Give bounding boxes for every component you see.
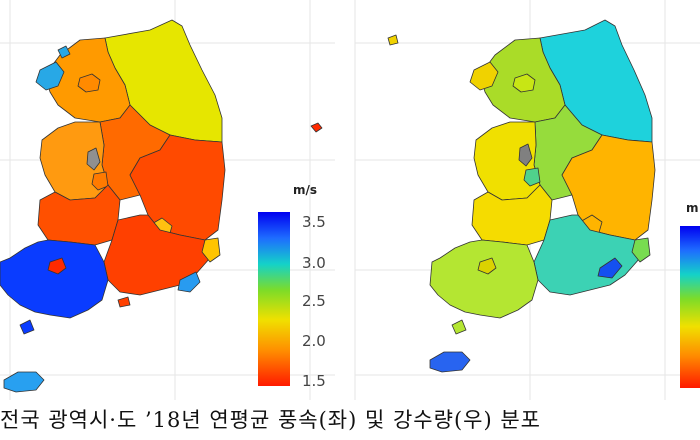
right-legend: m bbox=[680, 201, 700, 388]
left-map: m/s 3.5 3.0 2.5 2.0 1.5 bbox=[0, 0, 335, 400]
region-jeju bbox=[3, 371, 45, 393]
left-legend-tick-3.0: 3.0 bbox=[302, 254, 326, 272]
left-legend: m/s 3.5 3.0 2.5 2.0 1.5 bbox=[258, 183, 326, 390]
region-gwangju bbox=[47, 257, 67, 275]
region-jeonnam-precip bbox=[429, 239, 539, 319]
region-gyeongnam bbox=[103, 214, 211, 296]
region-sejong-precip bbox=[518, 143, 533, 167]
left-legend-tick-2.0: 2.0 bbox=[302, 332, 326, 350]
right-legend-unit: m bbox=[686, 201, 699, 215]
region-sejong bbox=[86, 147, 101, 171]
region-gwangju-precip bbox=[477, 257, 497, 275]
region-island-northwest-precip bbox=[387, 34, 399, 46]
region-ulleungdo bbox=[310, 122, 323, 133]
region-jeonnam bbox=[0, 239, 109, 319]
region-incheon-precip bbox=[469, 61, 499, 91]
region-island-south-precip bbox=[451, 319, 467, 335]
left-legend-tick-1.5: 1.5 bbox=[302, 372, 326, 390]
left-legend-colorbar bbox=[258, 212, 290, 386]
region-gyeongbuk-precip bbox=[561, 134, 656, 241]
region-gyeongbuk bbox=[129, 134, 226, 241]
region-daejeon-precip bbox=[523, 167, 541, 187]
right-map: m bbox=[354, 0, 700, 400]
left-legend-tick-3.5: 3.5 bbox=[302, 213, 326, 231]
region-busan bbox=[177, 271, 201, 293]
left-legend-unit: m/s bbox=[293, 183, 317, 197]
region-island-southeast bbox=[117, 296, 131, 308]
region-seoul bbox=[77, 73, 101, 93]
right-legend-colorbar bbox=[680, 226, 700, 388]
region-jeju-precip bbox=[429, 351, 471, 373]
region-daejeon bbox=[91, 171, 109, 191]
region-island-south bbox=[19, 319, 35, 335]
region-seoul-precip bbox=[512, 73, 536, 93]
region-ulsan-precip bbox=[631, 237, 651, 263]
region-incheon bbox=[35, 61, 65, 91]
figure-caption: 전국 광역시·도 ’18년 연평균 풍속(좌) 및 강수량(우) 분포 bbox=[0, 408, 541, 432]
region-incheon-island bbox=[57, 45, 71, 59]
left-legend-tick-2.5: 2.5 bbox=[302, 292, 326, 310]
region-ulsan bbox=[201, 237, 221, 263]
region-busan-precip bbox=[597, 257, 623, 279]
